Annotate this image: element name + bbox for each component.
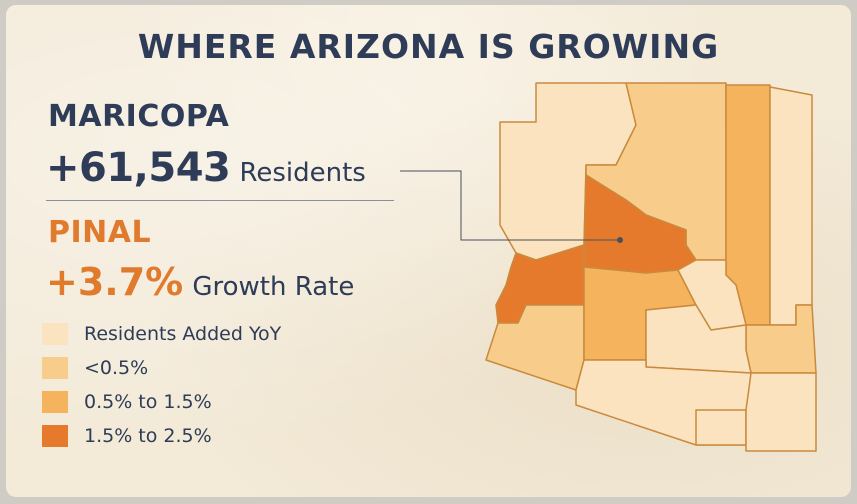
arizona-map: [400, 82, 817, 452]
legend-swatch: [42, 425, 68, 447]
legend-item: <0.5%: [42, 355, 281, 381]
county-santa-cruz: [695, 409, 747, 446]
pinal-stat: +3.7% Growth Rate: [46, 260, 354, 304]
infographic-card: WHERE ARIZONA IS GROWING MARICOPA +61,54…: [6, 5, 851, 497]
callout-dot: [617, 237, 623, 243]
legend-label: Residents Added YoY: [84, 323, 282, 345]
legend: Residents Added YoY <0.5% 0.5% to 1.5% 1…: [42, 321, 281, 457]
legend-label: <0.5%: [84, 357, 149, 379]
legend-label: 1.5% to 2.5%: [84, 425, 212, 447]
maricopa-value: +61,543: [46, 145, 231, 191]
callout-line: [400, 170, 618, 241]
county-cochise: [745, 372, 817, 452]
legend-swatch: [42, 323, 68, 345]
maricopa-stat: +61,543 Residents: [46, 145, 366, 191]
pinal-unit: Growth Rate: [192, 272, 355, 302]
stat-divider: [46, 200, 394, 201]
pinal-label: PINAL: [48, 215, 152, 250]
page-title: WHERE ARIZONA IS GROWING: [137, 27, 720, 66]
legend-item: Residents Added YoY: [42, 321, 281, 347]
pinal-value: +3.7%: [46, 260, 184, 304]
legend-item: 0.5% to 1.5%: [42, 389, 281, 415]
legend-swatch: [42, 391, 68, 413]
legend-swatch: [42, 357, 68, 379]
legend-item: 1.5% to 2.5%: [42, 423, 281, 449]
legend-label: 0.5% to 1.5%: [84, 391, 212, 413]
county-apache: [769, 86, 813, 326]
maricopa-label: MARICOPA: [48, 99, 230, 134]
maricopa-unit: Residents: [239, 158, 366, 188]
